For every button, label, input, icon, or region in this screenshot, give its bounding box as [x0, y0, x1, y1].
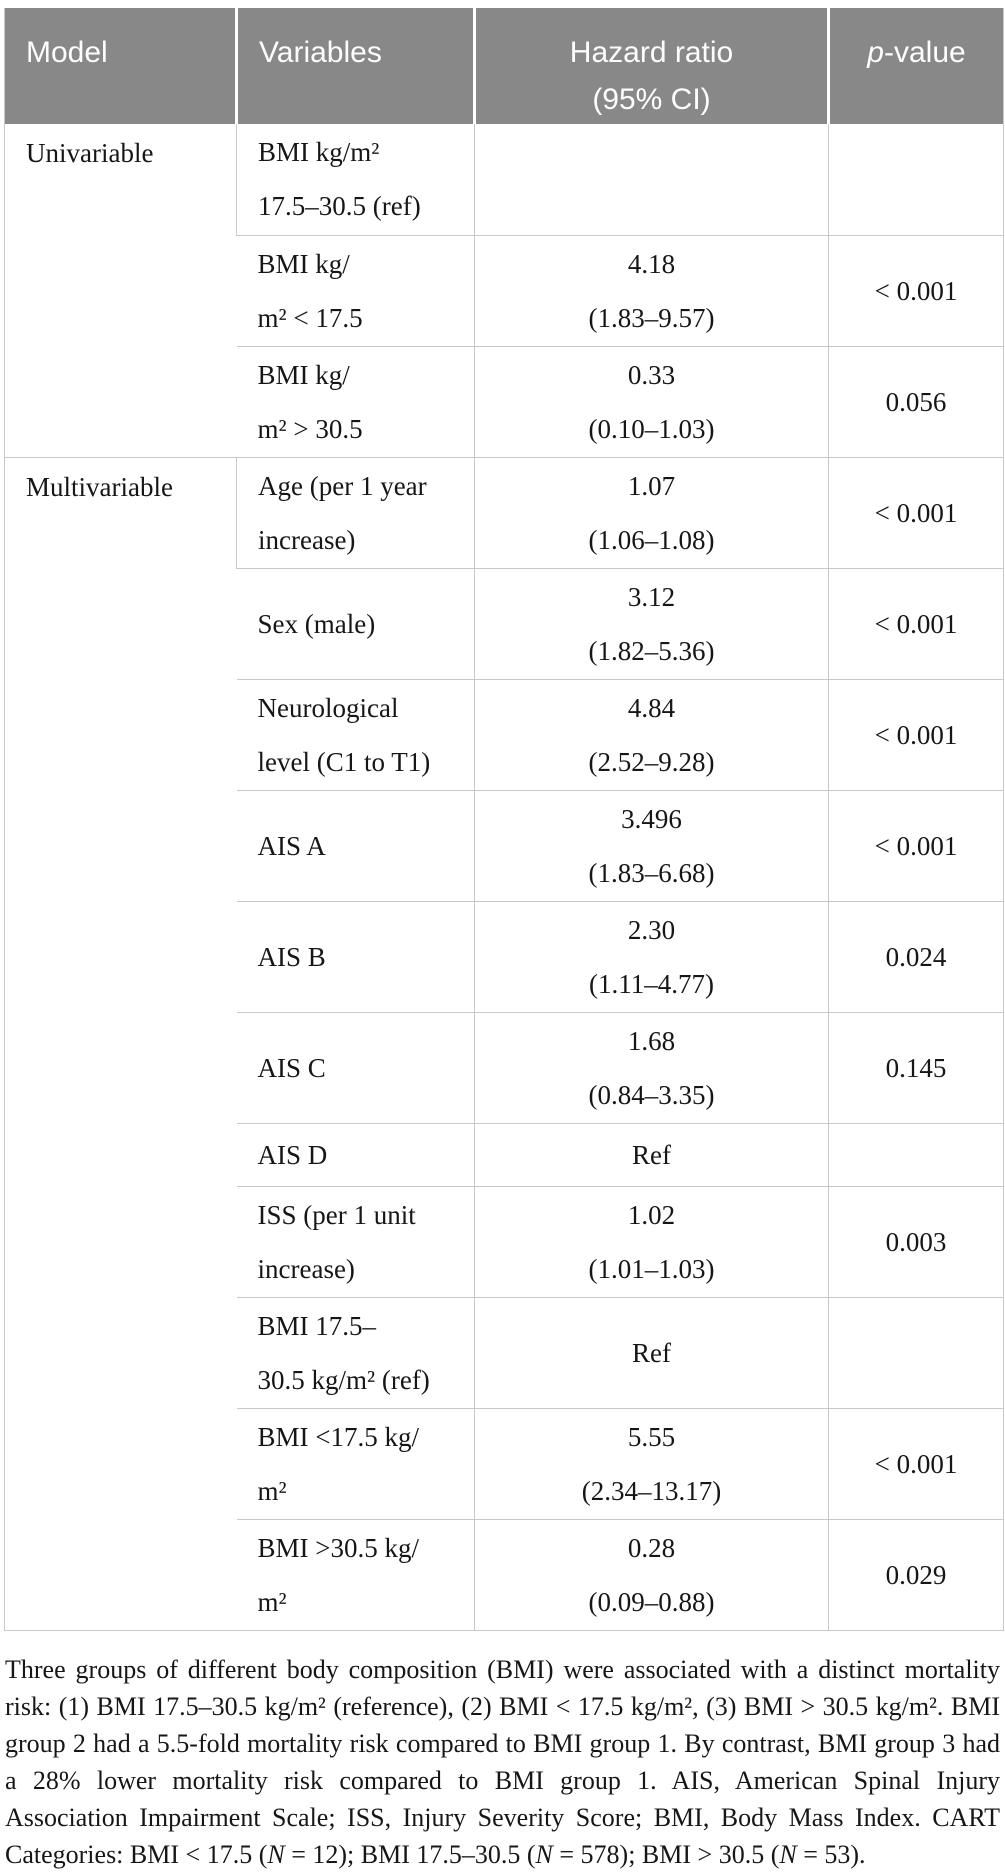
hazard-header-line2: (95% CI)	[592, 83, 711, 116]
table-row: ISS (per 1 unit increase) 1.02 (1.01–1.03)…	[5, 1185, 1004, 1297]
pvalue-cell: 0.145	[828, 1011, 1004, 1123]
variable-cell: AIS D	[236, 1122, 475, 1186]
variable-cell: BMI <17.5 kg/m²	[236, 1407, 475, 1519]
table-row: Neurological level (C1 to T1) 4.84 (2.52–9…	[5, 678, 1004, 790]
model-cell-univariable: Univariable	[4, 124, 237, 457]
p-value-rest: -value	[883, 36, 966, 69]
hazard-cell: 1.02 (1.01–1.03)	[474, 1185, 829, 1297]
table-row: Univariable BMI kg/m² 17.5–30.5 (ref)	[4, 124, 1004, 457]
column-header-p-value: p-value	[828, 8, 1004, 124]
column-header-variables: Variables	[236, 8, 476, 124]
variable-cell: BMI >30.5 kg/m²	[236, 1518, 475, 1630]
hazard-cell: 4.18 (1.83–9.57)	[474, 234, 829, 346]
hazard-cell: 4.84 (2.52–9.28)	[474, 678, 829, 790]
variable-cell: BMI kg/m² < 17.5	[236, 234, 475, 346]
column-header-model: Model	[4, 8, 238, 124]
pvalue-cell: < 0.001	[828, 678, 1004, 790]
hazard-cell: 0.33 (0.10–1.03)	[474, 345, 829, 457]
hazard-cell: 0.28 (0.09–0.88)	[474, 1518, 829, 1630]
model-cell-multivariable: Multivariable	[4, 456, 237, 1630]
column-header-hazard-ratio: Hazard ratio (95% CI)	[474, 8, 830, 124]
variable-cell: BMI 17.5– 30.5 kg/m² (ref)	[236, 1296, 475, 1408]
hazard-cell	[474, 124, 829, 235]
hazard-cell: 3.12 (1.82–5.36)	[474, 567, 829, 679]
pvalue-cell: < 0.001	[828, 456, 1004, 568]
pvalue-cell: 0.056	[828, 345, 1004, 457]
footnote-italic-n: N	[267, 1839, 285, 1869]
hazard-cell: 1.07 (1.06–1.08)	[474, 456, 829, 568]
hazard-cell: 3.496 (1.83–6.68)	[474, 789, 829, 901]
variable-cell: ISS (per 1 unit increase)	[236, 1185, 475, 1297]
footnote-text: = 12); BMI 17.5–30.5 (	[284, 1839, 536, 1869]
pvalue-cell: < 0.001	[828, 1407, 1004, 1519]
pvalue-cell: < 0.001	[828, 234, 1004, 346]
header-row: Model Variables Hazard ratio (95% CI) p-…	[4, 8, 1004, 124]
pvalue-cell: < 0.001	[828, 567, 1004, 679]
hazard-cell: Ref	[474, 1122, 829, 1186]
hazard-cell: 1.68 (0.84–3.35)	[474, 1011, 829, 1123]
table-row: BMI >30.5 kg/m² 0.28 (0.09–0.88) 0.029	[5, 1518, 1004, 1630]
footnote-italic-n: N	[535, 1839, 553, 1869]
table-row: Sex (male) 3.12 (1.82–5.36) < 0.001	[5, 567, 1004, 679]
pvalue-cell	[828, 124, 1004, 235]
table-row: BMI <17.5 kg/m² 5.55 (2.34–13.17) < 0.001	[5, 1407, 1004, 1519]
hazard-header-line1: Hazard ratio	[569, 36, 734, 69]
variable-cell: AIS C	[236, 1011, 475, 1123]
footnote-text: = 578); BMI > 30.5 (	[552, 1839, 780, 1869]
table-row: AIS B 2.30 (1.11–4.77) 0.024	[5, 900, 1004, 1012]
hazard-cell: Ref	[474, 1296, 829, 1408]
table-row: BMI kg/m² < 17.5 4.18 (1.83–9.57) < 0.001	[5, 234, 1004, 346]
pvalue-cell: 0.029	[828, 1518, 1004, 1630]
variable-cell: AIS A	[236, 789, 475, 901]
pvalue-cell	[828, 1122, 1004, 1186]
variable-cell: AIS B	[236, 900, 475, 1012]
footnote-text: = 53).	[796, 1839, 866, 1869]
variable-cell: BMI kg/m² 17.5–30.5 (ref)	[236, 124, 475, 235]
table-row: AIS A 3.496 (1.83–6.68) < 0.001	[5, 789, 1004, 901]
hazard-cell: 2.30 (1.11–4.77)	[474, 900, 829, 1012]
table-row: BMI kg/m² > 30.5 0.33 (0.10–1.03) 0.056	[5, 345, 1004, 457]
pvalue-cell: 0.024	[828, 900, 1004, 1012]
pvalue-cell	[828, 1296, 1004, 1408]
variable-cell: Sex (male)	[236, 567, 475, 679]
footnote-text: Three groups of different body compositi…	[5, 1654, 1000, 1869]
variable-cell: Neurological level (C1 to T1)	[236, 678, 475, 790]
table-footnote: Three groups of different body compositi…	[5, 1651, 1000, 1873]
table-row: Multivariable Age (per 1 year increase) 1…	[4, 456, 1004, 1630]
hazard-ratio-table: Model Variables Hazard ratio (95% CI) p-…	[4, 8, 1004, 1631]
footnote-italic-n: N	[779, 1839, 797, 1869]
table-row: AIS D Ref	[5, 1122, 1004, 1186]
variable-cell: Age (per 1 year increase)	[236, 456, 475, 568]
table-row: BMI 17.5– 30.5 kg/m² (ref) Ref	[5, 1296, 1004, 1408]
variable-cell: BMI kg/m² > 30.5	[236, 345, 475, 457]
pvalue-cell: < 0.001	[828, 789, 1004, 901]
table-row: AIS C 1.68 (0.84–3.35) 0.145	[5, 1011, 1004, 1123]
hazard-cell: 5.55 (2.34–13.17)	[474, 1407, 829, 1519]
p-value-italic-p: p	[867, 36, 884, 69]
pvalue-cell: 0.003	[828, 1185, 1004, 1297]
